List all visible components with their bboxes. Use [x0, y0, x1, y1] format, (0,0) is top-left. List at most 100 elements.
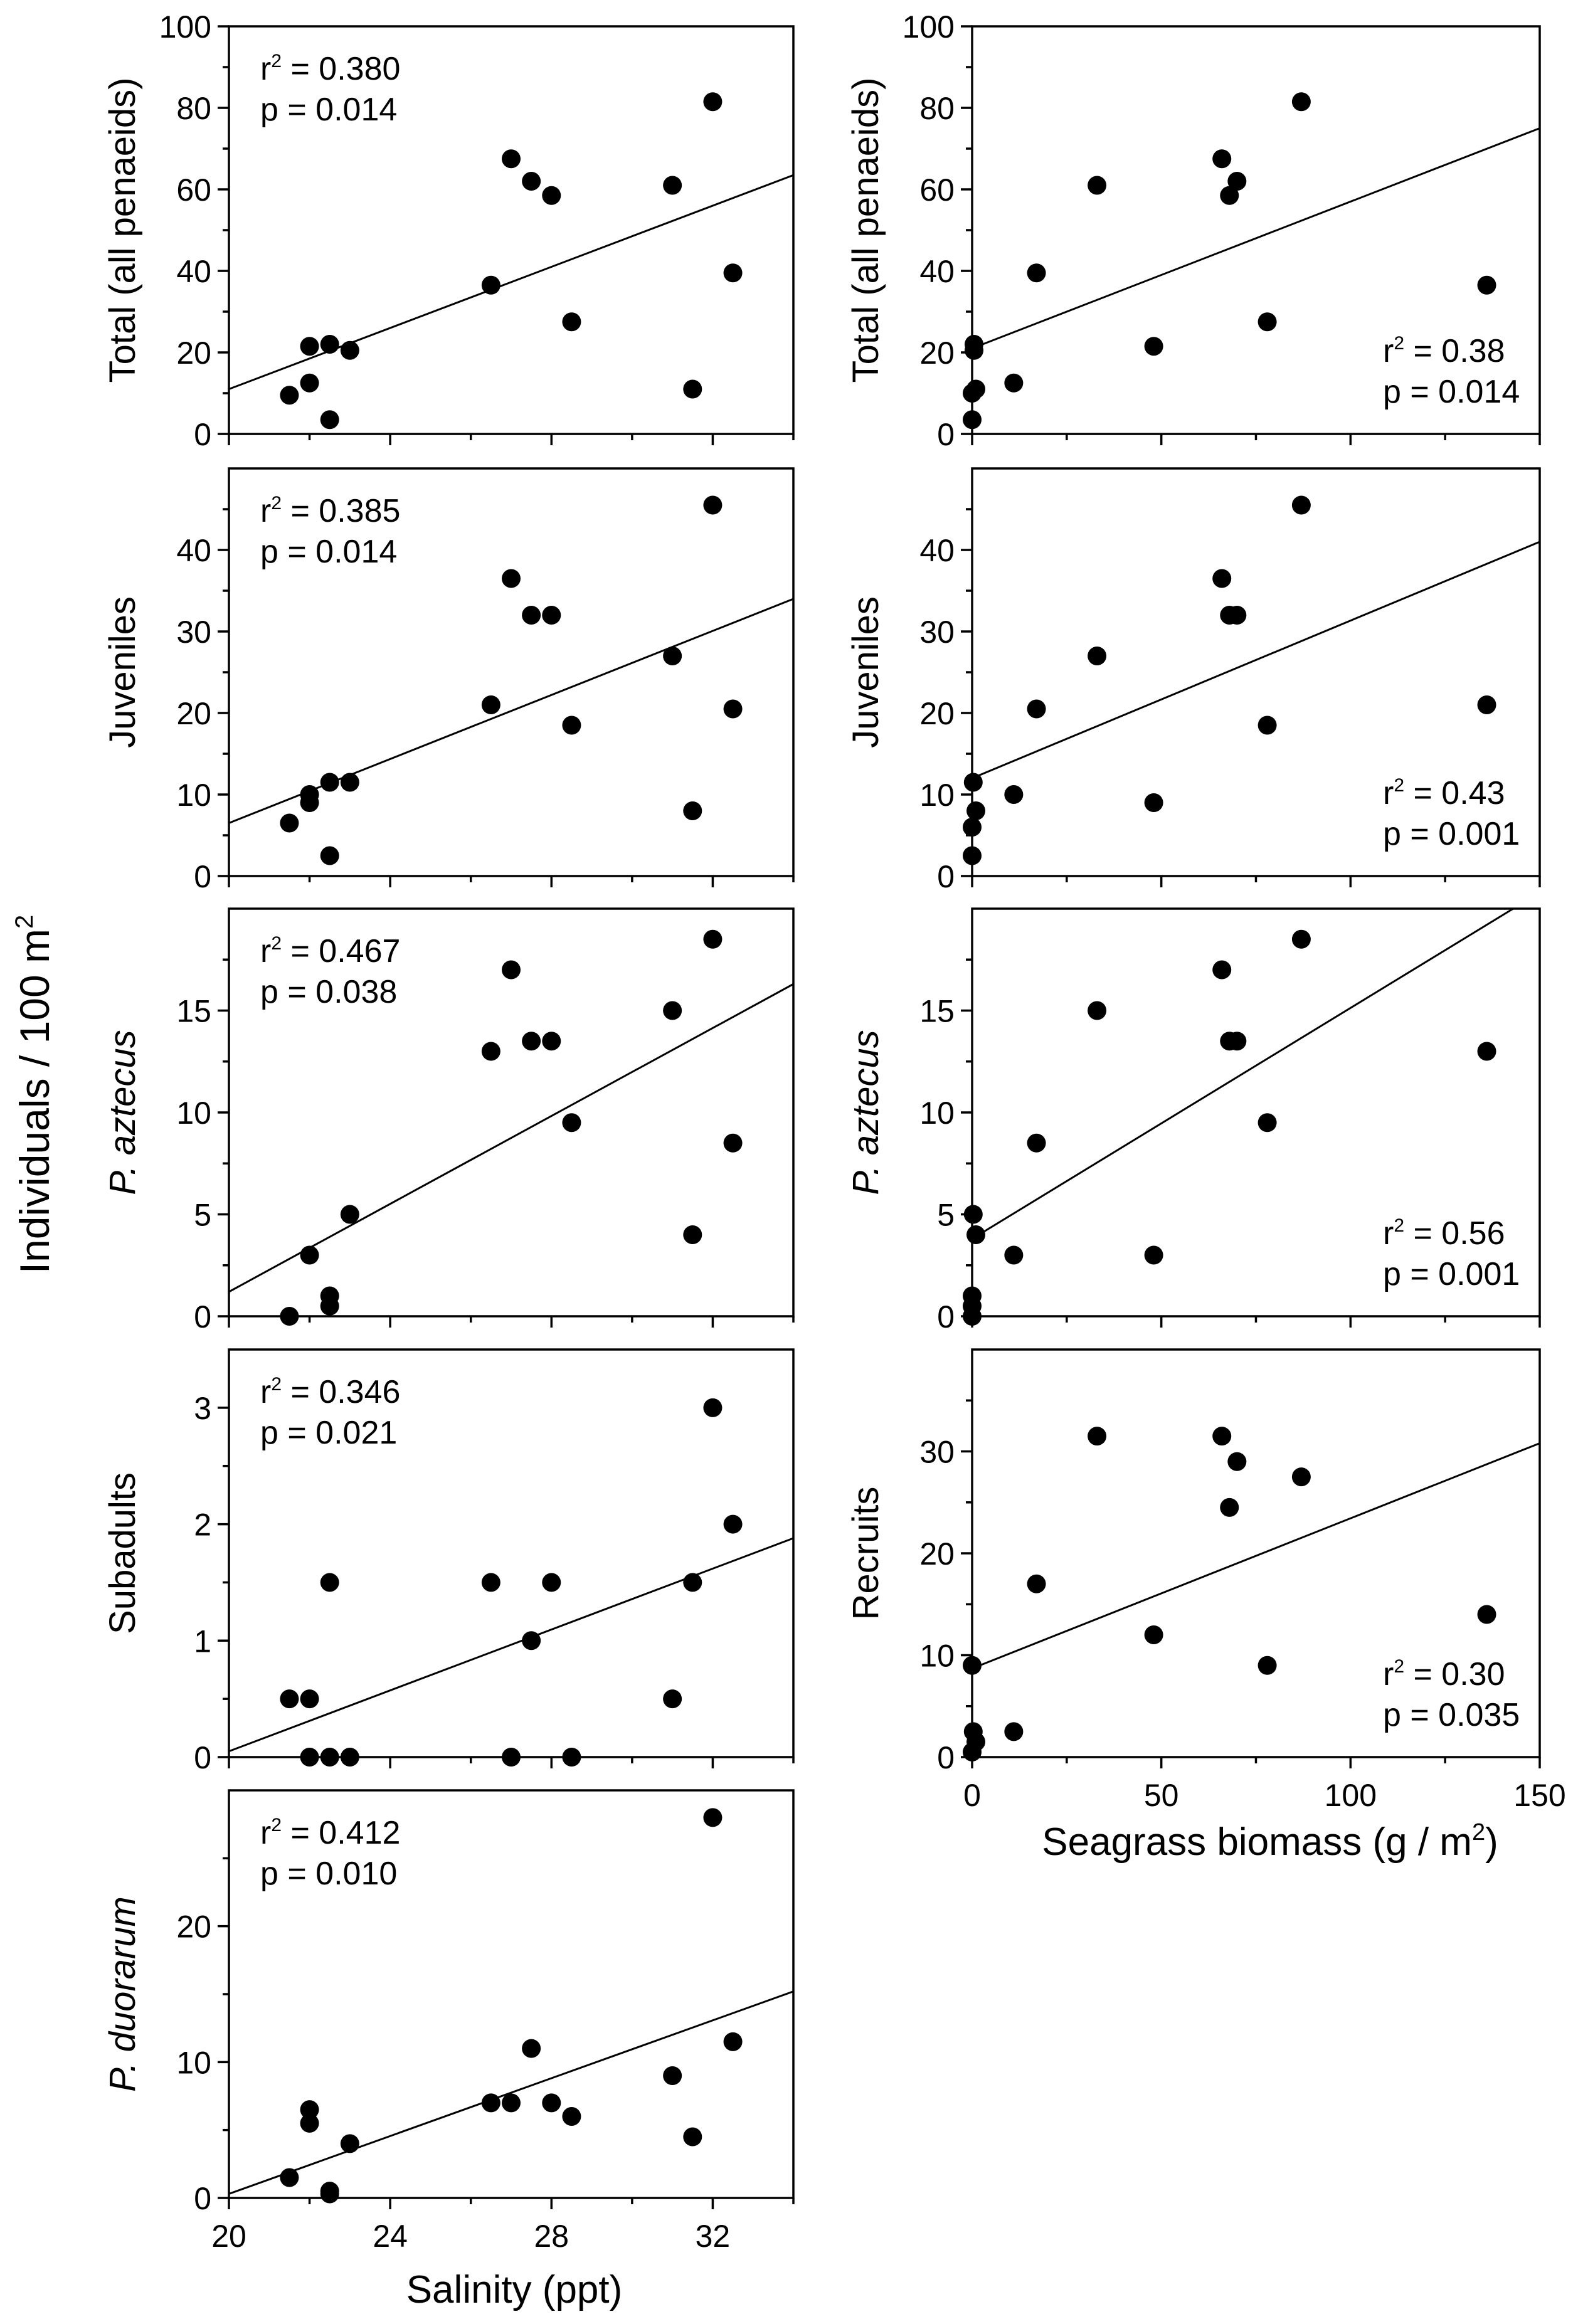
data-point	[300, 1748, 319, 1767]
data-point	[1088, 1001, 1107, 1020]
y-tick-label: 15	[919, 994, 955, 1029]
data-point	[1477, 1042, 1496, 1061]
stat-p: p = 0.014	[260, 534, 397, 570]
data-point	[280, 386, 299, 405]
data-point	[340, 341, 359, 360]
data-point	[1257, 312, 1277, 332]
data-point	[300, 337, 319, 356]
data-point	[1220, 1497, 1239, 1517]
data-point	[542, 186, 561, 205]
x-tick-label: 28	[534, 2219, 569, 2254]
data-point	[1088, 647, 1107, 665]
data-point	[300, 1245, 319, 1265]
data-point	[663, 2066, 682, 2085]
data-point	[481, 1573, 500, 1592]
data-point	[723, 699, 743, 719]
data-point	[703, 92, 723, 112]
data-point	[703, 929, 723, 949]
stat-p: p = 0.010	[260, 1856, 397, 1892]
y-tick-label: 0	[194, 417, 211, 452]
y-tick-label: 15	[176, 994, 211, 1029]
plot-frame	[228, 25, 795, 435]
plot-frame	[228, 1789, 795, 2199]
data-point	[683, 1225, 702, 1244]
data-point	[522, 172, 541, 191]
data-point	[963, 410, 982, 430]
shared-ylabel: Individuals / 100 m2	[11, 915, 58, 1274]
data-point	[723, 2032, 743, 2051]
y-tick-label: 20	[919, 1536, 955, 1571]
y-tick-label: 5	[194, 1198, 211, 1233]
y-tick-label: 30	[176, 615, 211, 650]
data-point	[963, 846, 982, 865]
panel-sg-pazt: 0 5 10 15 P. aztecus r2 = 0.56 p = 0.001	[845, 907, 1541, 1334]
data-point	[502, 2093, 521, 2113]
plot-frame	[971, 467, 1541, 877]
stat-p: p = 0.001	[1383, 816, 1520, 852]
data-point	[1257, 1656, 1277, 1675]
data-point	[320, 846, 339, 865]
x-tick-label: 24	[373, 2219, 408, 2254]
regression-line	[229, 174, 793, 390]
y-tick-label: 0	[937, 1740, 955, 1775]
data-point	[340, 2134, 359, 2153]
data-point	[481, 1042, 500, 1061]
data-point	[1257, 1113, 1277, 1133]
data-point	[1144, 337, 1163, 356]
y-axis-label: Subadults	[102, 1472, 143, 1634]
data-point	[1477, 275, 1496, 295]
data-point	[1027, 1133, 1046, 1153]
data-point	[1144, 793, 1163, 812]
data-point	[1004, 373, 1024, 393]
y-tick-label: 30	[919, 1435, 955, 1470]
data-point	[1088, 1427, 1107, 1446]
data-point	[1477, 1605, 1496, 1624]
data-point	[1220, 186, 1239, 205]
data-point	[280, 1689, 299, 1709]
x-tick-label: 20	[211, 2219, 246, 2254]
y-tick-label: 10	[919, 1639, 955, 1674]
stat-p: p = 0.035	[1383, 1697, 1520, 1733]
y-tick-label: 60	[176, 172, 211, 208]
stat-r2: r2 = 0.43	[1383, 775, 1505, 811]
y-tick-label: 20	[919, 696, 955, 731]
data-point	[542, 1573, 561, 1592]
data-point	[340, 1748, 359, 1767]
plot-frame	[228, 467, 795, 877]
data-point	[340, 773, 359, 792]
y-tick-label: 20	[176, 335, 211, 371]
data-point	[481, 2093, 500, 2113]
data-point	[1227, 1032, 1247, 1051]
y-tick-label: 0	[937, 1299, 955, 1334]
data-point	[1291, 1467, 1311, 1487]
data-point	[522, 2039, 541, 2058]
panel-sal-total: 0 20 40 60 80 100 Total (all penaeids) r2 = 0.3…	[102, 9, 795, 452]
data-point	[300, 2113, 319, 2133]
plot-frame	[971, 907, 1541, 1318]
y-tick-label: 100	[159, 9, 211, 45]
stat-p: p = 0.021	[260, 1415, 397, 1451]
data-point	[320, 1573, 339, 1592]
data-point	[1227, 606, 1247, 625]
data-point	[1144, 1245, 1163, 1265]
data-point	[963, 1205, 983, 1224]
y-axis-label: P. duorarum	[102, 1896, 143, 2092]
y-tick-label: 40	[919, 533, 955, 568]
y-tick-label: 10	[919, 1096, 955, 1131]
stat-r2: r2 = 0.346	[260, 1374, 400, 1410]
data-point	[963, 818, 982, 837]
y-axis-label: Recruits	[845, 1487, 886, 1620]
data-point	[1227, 1452, 1247, 1471]
data-point	[320, 335, 339, 354]
data-point	[723, 1514, 743, 1534]
data-point	[562, 1748, 581, 1767]
data-point	[683, 2127, 702, 2147]
data-point	[1144, 1625, 1163, 1644]
data-point	[1291, 92, 1311, 112]
y-axis-label: Total (all penaeids)	[102, 78, 143, 383]
y-tick-label: 10	[919, 778, 955, 813]
data-point	[1212, 569, 1232, 588]
x-tick-label: 50	[1144, 1778, 1179, 1813]
data-point	[502, 569, 521, 588]
data-point	[1027, 1574, 1046, 1593]
